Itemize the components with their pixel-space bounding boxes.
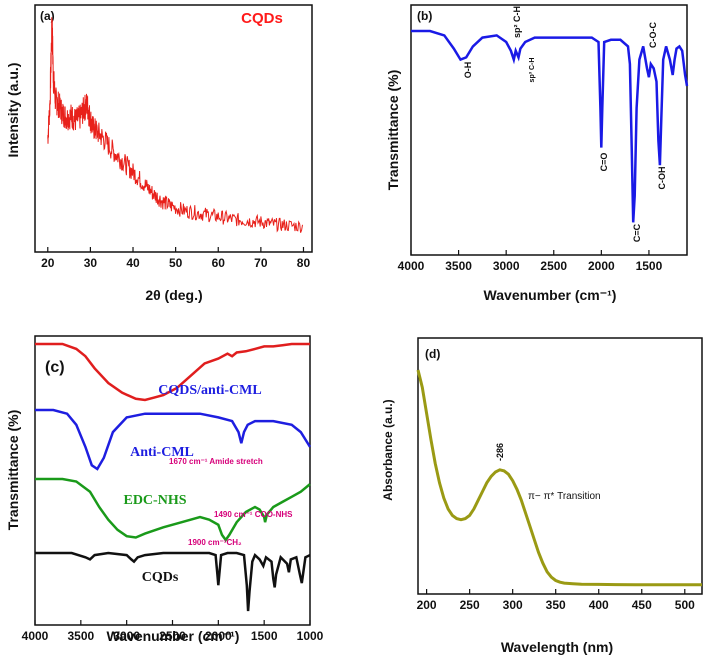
panel-c-spectra (35, 342, 312, 612)
annotation-sp3-ch: sp³ C-H (529, 58, 536, 83)
x-tick-label: 2000 (205, 629, 232, 643)
label-anti-cml: Anti-CML (130, 445, 194, 460)
panel-b-ylabel: Transmittance (%) (385, 70, 401, 191)
x-tick-label: 300 (503, 598, 523, 612)
panel-d: (d) 200 250 300 350 400 450 500 -286 π− π* Tra… (381, 337, 703, 655)
panel-c: (c) 4000 3500 3000 2500 2000 1500 1000 CQDS/an… (5, 335, 324, 644)
panel-c-xticks: 4000 3500 3000 2500 2000 1500 1000 (22, 620, 324, 643)
panel-d-frame (417, 337, 703, 595)
panel-b-ftir-line (411, 29, 689, 223)
x-tick-label: 60 (212, 256, 226, 270)
x-tick-label: 4000 (22, 629, 49, 643)
x-tick-label: 400 (589, 598, 609, 612)
panel-d-uvvis-line (416, 369, 702, 587)
panel-d-ylabel: Absorbance (a.u.) (381, 399, 395, 500)
panel-a-frame (34, 4, 313, 253)
annotation-c-oh: C-OH (657, 167, 667, 190)
x-tick-label: 2500 (159, 629, 186, 643)
panel-b-xticks: 4000 3500 3000 2500 2000 1500 (398, 250, 663, 273)
panel-a-xrd-line (47, 17, 303, 233)
x-tick-label: 350 (546, 598, 566, 612)
x-tick-label: 50 (169, 256, 183, 270)
annotation-c-o: C=O (599, 153, 609, 172)
x-tick-label: 3000 (493, 259, 520, 273)
x-tick-label: 3000 (113, 629, 140, 643)
x-tick-label: 70 (254, 256, 268, 270)
panel-c-ylabel: Transmittance (%) (5, 410, 21, 531)
panel-c-xlabel: Wavenumber (cm⁻¹) (107, 628, 240, 644)
annotation-oh: O-H (463, 62, 473, 79)
label-coo-nhs: 1490 cm⁻¹ COO-NHS (214, 510, 293, 519)
panel-b-frame (410, 4, 688, 256)
x-tick-label: 250 (460, 598, 480, 612)
annotation-sp2-ch: sp² C-H (512, 6, 522, 38)
panel-b-label: (b) (417, 9, 432, 23)
x-tick-label: 1000 (297, 629, 324, 643)
spectrum-line-cqds (35, 551, 311, 612)
x-tick-label: 500 (675, 598, 695, 612)
x-tick-label: 1500 (636, 259, 663, 273)
panel-d-xlabel: Wavelength (nm) (501, 639, 613, 655)
panel-a-xticks: 20 30 40 50 60 70 80 (41, 247, 310, 270)
panel-d-xticks: 200 250 300 350 400 450 500 (417, 589, 695, 612)
panel-b-xlabel: Wavenumber (cm⁻¹) (484, 287, 617, 303)
x-tick-label: 40 (126, 256, 140, 270)
transition-label: π− π* Transition (528, 491, 601, 502)
x-tick-label: 2000 (588, 259, 615, 273)
annotation-c-c: C=C (632, 223, 642, 242)
x-tick-label: 30 (84, 256, 98, 270)
x-tick-label: 80 (297, 256, 311, 270)
label-amide-stretch: 1670 cm⁻¹ Amide stretch (169, 457, 263, 466)
panel-a-ylabel: Intensity (a.u.) (5, 63, 21, 158)
x-tick-label: 450 (632, 598, 652, 612)
label-cqds-anti-cml: CQDS/anti-CML (158, 383, 261, 398)
panel-a-xlabel: 2θ (deg.) (145, 287, 202, 303)
spectrum-line-anti-cml (35, 408, 312, 471)
spectrum-line-edc-nhs (35, 477, 311, 543)
panel-d-label: (d) (425, 347, 440, 361)
annotation-c-o-c: C-O-C (648, 22, 658, 48)
panel-c-label: (c) (45, 359, 65, 376)
label-edc-nhs: EDC-NHS (123, 493, 186, 508)
x-tick-label: 200 (417, 598, 437, 612)
panel-b: (b) 4000 3500 3000 2500 2000 1500 Wavenumber … (385, 4, 689, 303)
peak-label-286: -286 (495, 443, 505, 461)
label-ch2: 1900 cm⁻¹CH₂ (188, 538, 242, 547)
x-tick-label: 4000 (398, 259, 425, 273)
panel-a-title: CQDs (241, 10, 283, 27)
x-tick-label: 20 (41, 256, 55, 270)
panel-a-label: (a) (40, 9, 55, 23)
spectrum-line-cqds-anti-cml (35, 342, 310, 402)
panel-a: (a) CQDs 20 30 40 50 60 70 80 2θ (deg.) Intens… (5, 4, 313, 303)
x-tick-label: 3500 (67, 629, 94, 643)
label-cqds: CQDs (142, 570, 179, 585)
x-tick-label: 3500 (445, 259, 472, 273)
x-tick-label: 1500 (251, 629, 278, 643)
x-tick-label: 2500 (540, 259, 567, 273)
